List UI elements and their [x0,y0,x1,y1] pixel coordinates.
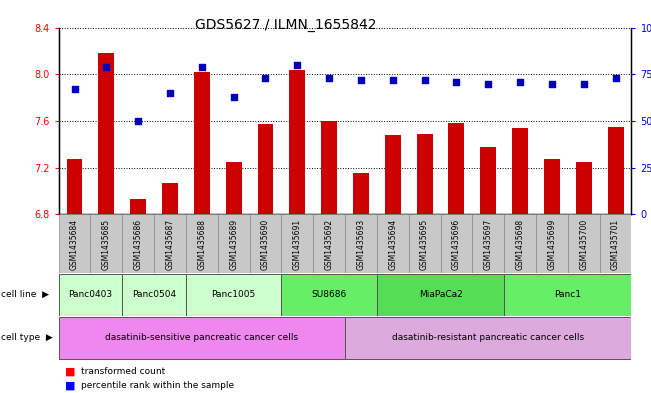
Text: GSM1435696: GSM1435696 [452,219,461,270]
Bar [154,214,186,273]
Bar [258,124,273,214]
Text: GSM1435686: GSM1435686 [133,219,143,270]
Text: GSM1435688: GSM1435688 [197,219,206,270]
Bar [90,214,122,273]
Point [579,80,589,86]
Bar [544,159,560,214]
Bar [417,134,432,214]
Point [451,79,462,85]
Text: GSM1435697: GSM1435697 [484,219,493,270]
Bar [504,274,631,316]
Text: GSM1435698: GSM1435698 [516,219,525,270]
Point [355,77,366,83]
Bar [321,121,337,214]
Text: GSM1435694: GSM1435694 [388,219,397,270]
Bar [186,214,217,273]
Text: Panc1005: Panc1005 [212,290,256,299]
Text: GSM1435699: GSM1435699 [547,219,557,270]
Point [229,94,239,100]
Bar [122,274,186,316]
Point [197,64,207,70]
Bar [449,123,464,214]
Bar [441,214,473,273]
Bar [512,128,528,214]
Bar [353,173,369,214]
Text: GSM1435691: GSM1435691 [293,219,302,270]
Bar [345,317,631,359]
Bar [607,127,624,214]
Point [260,75,271,81]
Text: cell type  ▶: cell type ▶ [1,334,52,342]
Bar [575,162,592,214]
Text: dasatinib-resistant pancreatic cancer cells: dasatinib-resistant pancreatic cancer ce… [392,334,585,342]
Bar [194,72,210,214]
Text: GSM1435684: GSM1435684 [70,219,79,270]
Point [387,77,398,83]
Point [419,77,430,83]
Point [547,80,557,86]
Text: GSM1435693: GSM1435693 [357,219,365,270]
Text: ■: ■ [65,381,76,391]
Text: transformed count: transformed count [81,367,165,376]
Bar [313,214,345,273]
Bar [130,199,146,214]
Bar [226,162,242,214]
Point [292,62,303,68]
Bar [59,317,345,359]
Text: dasatinib-sensitive pancreatic cancer cells: dasatinib-sensitive pancreatic cancer ce… [105,334,298,342]
Bar [281,274,377,316]
Bar [59,214,90,273]
Text: cell line  ▶: cell line ▶ [1,290,49,299]
Bar [345,214,377,273]
Bar [504,214,536,273]
Bar [377,274,504,316]
Bar [600,214,631,273]
Bar [249,214,281,273]
Text: GDS5627 / ILMN_1655842: GDS5627 / ILMN_1655842 [195,18,377,32]
Text: GSM1435701: GSM1435701 [611,219,620,270]
Bar [281,214,313,273]
Point [165,90,175,96]
Bar [480,147,496,214]
Bar [409,214,441,273]
Bar [162,183,178,214]
Text: GSM1435692: GSM1435692 [325,219,333,270]
Bar [473,214,504,273]
Bar [289,70,305,214]
Bar [98,53,115,214]
Text: GSM1435687: GSM1435687 [165,219,174,270]
Bar [536,214,568,273]
Text: Panc1: Panc1 [554,290,581,299]
Text: GSM1435685: GSM1435685 [102,219,111,270]
Point [611,75,621,81]
Bar [217,214,249,273]
Point [69,86,79,92]
Bar [66,159,83,214]
Text: GSM1435690: GSM1435690 [261,219,270,270]
Point [101,64,111,70]
Bar [385,135,401,214]
Point [133,118,143,124]
Text: ■: ■ [65,366,76,376]
Text: MiaPaCa2: MiaPaCa2 [419,290,462,299]
Text: SU8686: SU8686 [311,290,347,299]
Text: GSM1435695: GSM1435695 [420,219,429,270]
Text: Panc0504: Panc0504 [132,290,176,299]
Point [515,79,525,85]
Bar [568,214,600,273]
Point [324,75,335,81]
Text: GSM1435689: GSM1435689 [229,219,238,270]
Bar [122,214,154,273]
Text: GSM1435700: GSM1435700 [579,219,589,270]
Bar [59,274,122,316]
Point [483,80,493,86]
Text: Panc0403: Panc0403 [68,290,113,299]
Bar [377,214,409,273]
Bar [186,274,281,316]
Text: percentile rank within the sample: percentile rank within the sample [81,382,234,390]
